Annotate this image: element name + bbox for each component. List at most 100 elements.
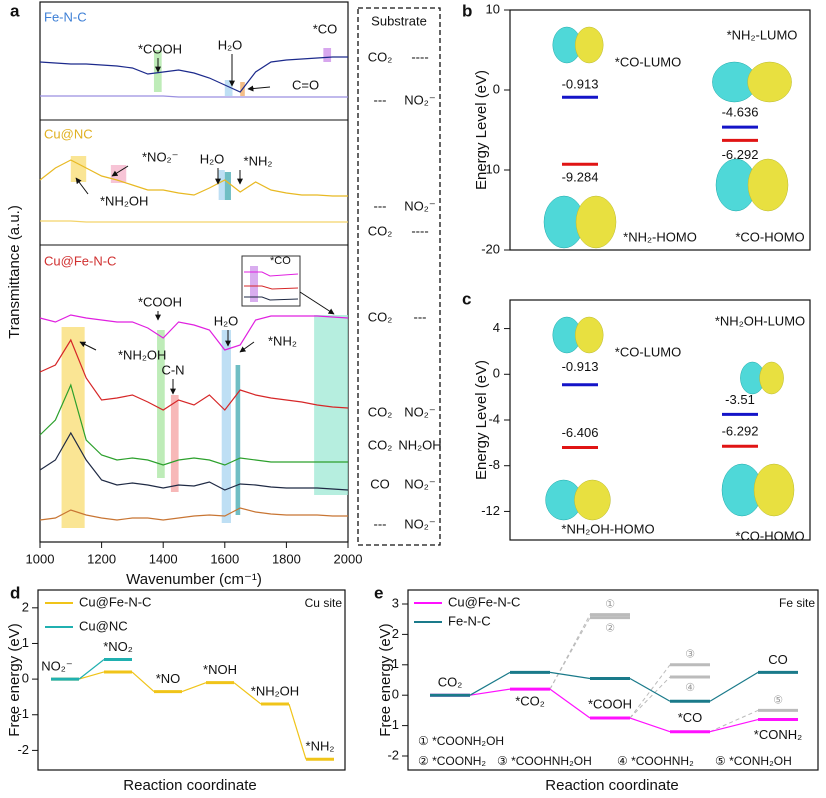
- step-connector: [709, 671, 759, 702]
- step-connector: [78, 671, 105, 680]
- panel-letter: b: [462, 1, 472, 20]
- highlight-band: [170, 395, 179, 492]
- x-tick-label: 1200: [87, 551, 116, 566]
- y-tick-label: -2: [387, 747, 399, 762]
- highlight-band: [224, 172, 231, 200]
- key-entry: ⑤ *CONH₂OH: [715, 754, 792, 768]
- step-connector: [78, 659, 105, 680]
- y-tick-label: -4: [488, 411, 500, 426]
- table-cell: NH₂OH: [398, 437, 441, 452]
- level-value: -4.636: [722, 105, 759, 120]
- annotation: H₂O: [200, 151, 225, 166]
- site-label: Fe site: [779, 596, 815, 610]
- annotation: *NH₂OH: [100, 193, 148, 208]
- key-entry: ① *COONH₂OH: [418, 734, 504, 748]
- spectrum: [40, 95, 348, 98]
- table-cell: ---: [374, 516, 387, 531]
- table-cell: CO₂: [368, 49, 393, 64]
- alt-label: ③: [685, 649, 695, 661]
- inset-line: [244, 285, 299, 290]
- site-label: Cu site: [305, 596, 343, 610]
- key-entry: ③ *COOHNH₂OH: [497, 754, 592, 768]
- highlight-band: [221, 330, 231, 523]
- panel-letter: c: [462, 289, 471, 308]
- table-cell: CO₂: [368, 223, 393, 238]
- orbital-lobe: [575, 195, 617, 249]
- highlight-band: [323, 48, 332, 62]
- frame-b: [509, 9, 811, 251]
- x-tick-label: 1800: [272, 551, 301, 566]
- step-connector: [131, 671, 155, 693]
- key-entry: ④ *COOHNH₂: [617, 754, 694, 768]
- spectrum: [39, 314, 349, 351]
- y-tick-label: 0: [392, 687, 399, 702]
- y-tick-label: -8: [488, 457, 500, 472]
- spectrum: [39, 383, 348, 466]
- y-tick-label: 1: [392, 656, 399, 671]
- annotation: *CO: [313, 21, 338, 36]
- orbital-name: *NH₂OH-LUMO: [715, 313, 805, 328]
- spectrum: [39, 431, 349, 491]
- inset-highlight: [250, 266, 258, 302]
- annotation-arrow: [75, 177, 89, 195]
- orbital-name: *NH₂-HOMO: [623, 229, 697, 244]
- y-tick-label: 3: [392, 595, 399, 610]
- y-axis-label: Energy Level (eV): [473, 70, 490, 190]
- section-label: Fe-N-C: [44, 9, 87, 24]
- section-label: Cu@NC: [44, 126, 93, 141]
- step-label: *CO: [678, 710, 703, 725]
- section-label: Cu@Fe-N-C: [44, 253, 116, 268]
- annotation: *NH₂OH: [118, 347, 166, 362]
- orbital-lobe: [747, 158, 789, 212]
- x-tick-label: 1000: [26, 551, 55, 566]
- orbital-name: *NH₂-LUMO: [727, 27, 798, 42]
- panel-letter: a: [10, 1, 20, 20]
- y-tick-label: 4: [493, 320, 500, 335]
- y-tick-label: -2: [17, 742, 29, 757]
- spectrum: [39, 338, 349, 411]
- alt-connector: [629, 676, 671, 719]
- table-cell: CO₂: [368, 437, 393, 452]
- orbital-name: *CO-LUMO: [615, 344, 681, 359]
- legend-label: Cu@Fe-N-C: [448, 594, 520, 609]
- panel-letter: e: [374, 583, 383, 602]
- step-label: *NH₂OH: [251, 683, 299, 698]
- inset-label: *CO: [270, 255, 291, 267]
- spectrum: [39, 159, 348, 197]
- table-cell: CO₂: [368, 309, 393, 324]
- x-tick-label: 1400: [149, 551, 178, 566]
- level-value: -6.406: [562, 425, 599, 440]
- annotation: C=O: [292, 77, 319, 92]
- level-value: -3.51: [725, 392, 755, 407]
- orbital-lobe: [753, 463, 795, 517]
- alt-label: ①: [605, 599, 615, 611]
- substrate-box: [357, 7, 441, 546]
- level-value: -9.284: [562, 170, 599, 185]
- step-connector: [181, 682, 207, 693]
- step-label: *CONH₂: [754, 727, 802, 742]
- table-cell: ----: [411, 223, 428, 238]
- orbital-lobe: [574, 479, 611, 521]
- y-tick-label: 2: [392, 626, 399, 641]
- step-connector: [469, 688, 511, 696]
- legend-label: Fe-N-C: [448, 613, 491, 628]
- inset-line: [244, 271, 299, 277]
- annotation: C-N: [161, 362, 184, 377]
- level-value: -0.913: [562, 77, 599, 92]
- x-axis-label: Wavenumber (cm⁻¹): [126, 571, 262, 588]
- orbital-lobe: [759, 361, 784, 395]
- table-cell: NO₂⁻: [404, 516, 435, 531]
- x-axis-label: Reaction coordinate: [123, 777, 256, 794]
- orbital-name: *NH₂OH-HOMO: [561, 521, 654, 536]
- step-connector: [629, 677, 671, 702]
- y-tick-label: 10: [486, 1, 500, 16]
- y-tick-label: -20: [481, 241, 500, 256]
- alt-label: ④: [685, 682, 695, 694]
- y-tick-label: -1: [387, 717, 399, 732]
- key-entry: ② *COONH₂: [418, 754, 486, 768]
- panel-letter: d: [10, 583, 20, 602]
- inset-arrow: [299, 291, 335, 315]
- y-axis-label: Energy Level (eV): [473, 360, 490, 480]
- y-tick-label: -10: [481, 161, 500, 176]
